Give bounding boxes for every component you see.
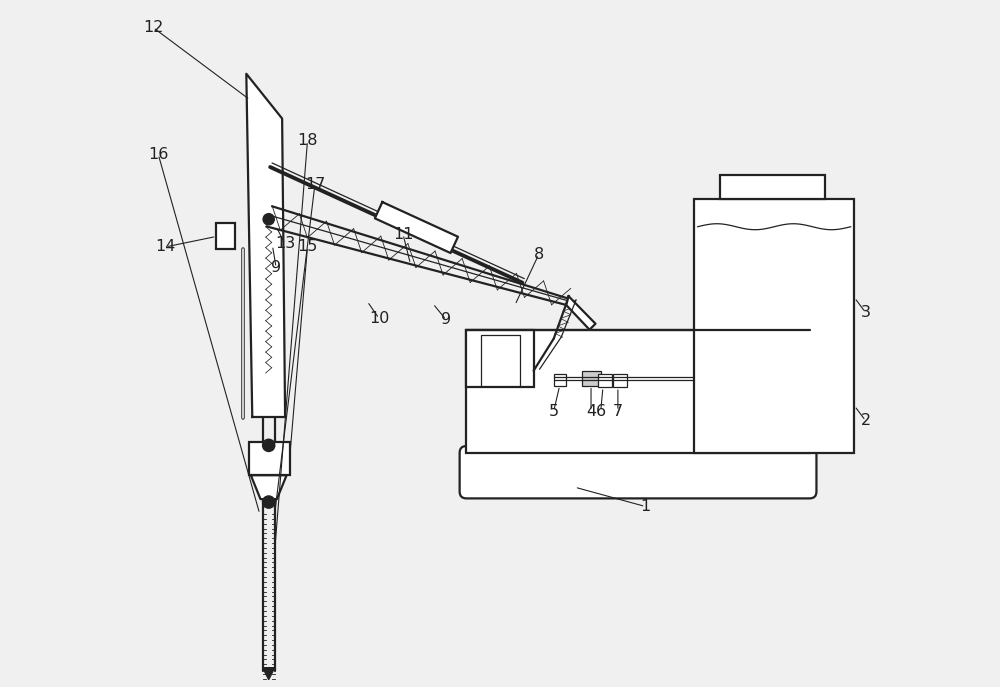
Text: 7: 7 xyxy=(613,403,623,418)
Polygon shape xyxy=(566,296,596,330)
Bar xyxy=(249,442,290,475)
Text: 9: 9 xyxy=(441,313,451,328)
Bar xyxy=(613,374,627,387)
Text: 2: 2 xyxy=(861,413,871,428)
Text: 13: 13 xyxy=(275,236,295,251)
Text: 8: 8 xyxy=(534,247,544,262)
Polygon shape xyxy=(263,668,275,679)
Text: 1: 1 xyxy=(640,499,651,514)
Bar xyxy=(720,175,825,199)
Text: 14: 14 xyxy=(156,239,176,254)
Circle shape xyxy=(263,439,275,451)
Text: 11: 11 xyxy=(393,227,413,242)
Bar xyxy=(694,199,854,453)
Text: 12: 12 xyxy=(143,20,163,35)
Text: 9: 9 xyxy=(271,260,281,275)
Text: 16: 16 xyxy=(148,147,168,162)
Text: 10: 10 xyxy=(369,311,389,326)
Text: 17: 17 xyxy=(305,177,325,192)
Bar xyxy=(216,223,235,249)
Bar xyxy=(481,335,520,385)
Polygon shape xyxy=(375,202,458,253)
Bar xyxy=(466,330,810,453)
Text: 15: 15 xyxy=(297,239,318,254)
Circle shape xyxy=(263,496,275,508)
Text: 3: 3 xyxy=(861,305,871,320)
FancyBboxPatch shape xyxy=(460,446,816,498)
Text: 5: 5 xyxy=(549,403,559,418)
Bar xyxy=(582,371,601,385)
Text: 4: 4 xyxy=(586,403,596,418)
Polygon shape xyxy=(246,74,285,417)
Circle shape xyxy=(263,214,274,225)
Text: 6: 6 xyxy=(596,403,606,418)
Bar xyxy=(554,374,566,385)
Bar xyxy=(466,330,534,387)
Polygon shape xyxy=(251,475,287,499)
Bar xyxy=(598,374,612,387)
Text: 18: 18 xyxy=(297,133,318,148)
